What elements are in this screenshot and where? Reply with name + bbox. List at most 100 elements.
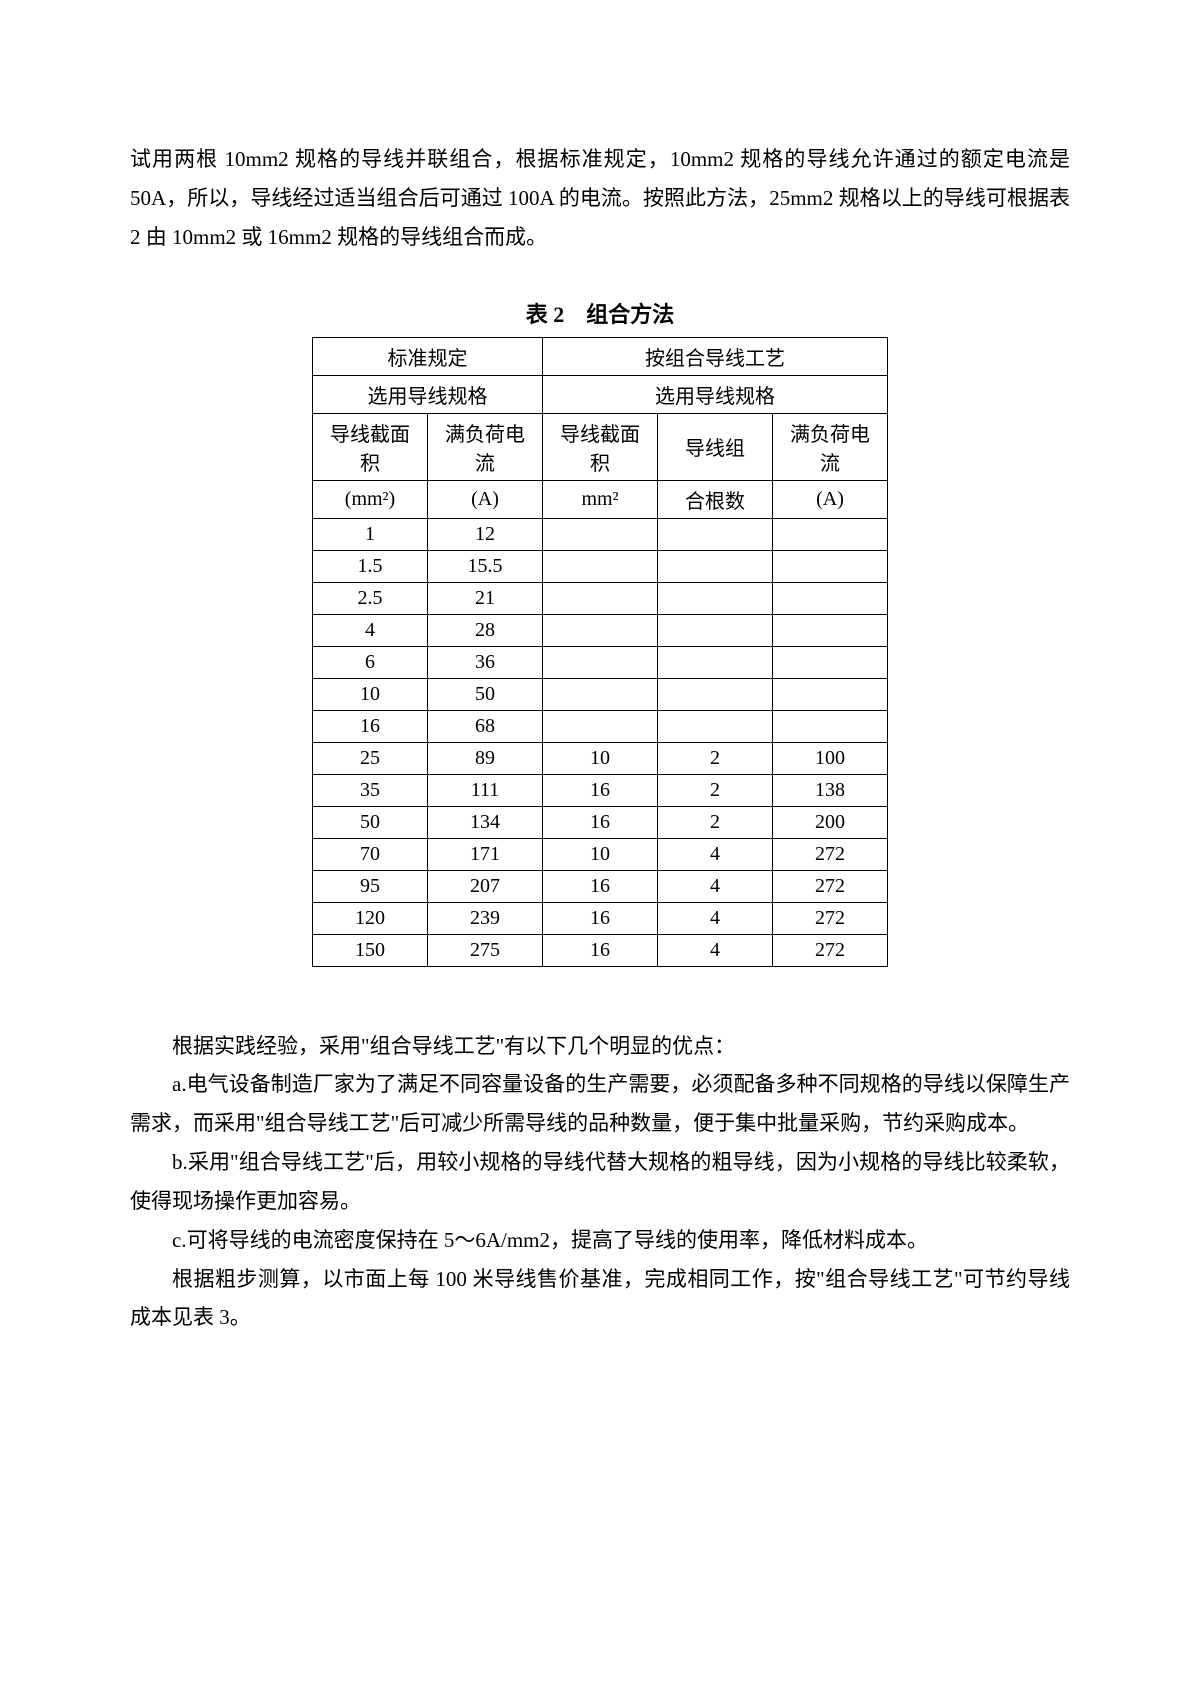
table-cell — [658, 710, 773, 742]
intro-paragraph: 试用两根 10mm2 规格的导线并联组合，根据标准规定，10mm2 规格的导线允… — [130, 140, 1070, 257]
table-cell: 89 — [428, 742, 543, 774]
table-cell: 10 — [543, 742, 658, 774]
table-title: 表 2 组合方法 — [130, 297, 1070, 329]
table-cell: 275 — [428, 934, 543, 966]
table-cell: 36 — [428, 646, 543, 678]
advantages-block: 根据实践经验，采用"组合导线工艺"有以下几个明显的优点： a.电气设备制造厂家为… — [130, 1027, 1070, 1338]
table-cell: 207 — [428, 870, 543, 902]
table-cell: 4 — [658, 934, 773, 966]
comb-group-top: 按组合导线工艺 — [543, 337, 888, 375]
table-cell: 12 — [428, 518, 543, 550]
table-cell: 120 — [313, 902, 428, 934]
table-cell — [773, 582, 888, 614]
table-cell — [773, 678, 888, 710]
table-cell: 6 — [313, 646, 428, 678]
table-cell: 35 — [313, 774, 428, 806]
table-cell: 2 — [658, 774, 773, 806]
advantage-final: 根据粗步测算，以市面上每 100 米导线售价基准，完成相同工作，按"组合导线工艺… — [130, 1260, 1070, 1338]
table-cell: 150 — [313, 934, 428, 966]
table-cell — [658, 678, 773, 710]
table-row: 50134162200 — [313, 806, 888, 838]
table-cell: 239 — [428, 902, 543, 934]
table-cell — [658, 582, 773, 614]
table-cell — [773, 550, 888, 582]
col4-unit: 合根数 — [658, 480, 773, 518]
advantage-c: c.可将导线的电流密度保持在 5～6A/mm2，提高了导线的使用率，降低材料成本… — [130, 1221, 1070, 1260]
table-cell: 1 — [313, 518, 428, 550]
table-cell: 21 — [428, 582, 543, 614]
table-cell: 171 — [428, 838, 543, 870]
std-group-sub: 选用导线规格 — [313, 375, 543, 413]
advantage-a: a.电气设备制造厂家为了满足不同容量设备的生产需要，必须配备多种不同规格的导线以… — [130, 1065, 1070, 1143]
table-row: 112 — [313, 518, 888, 550]
table-cell — [543, 646, 658, 678]
table-cell: 16 — [543, 806, 658, 838]
table-cell — [773, 646, 888, 678]
document-page: 试用两根 10mm2 规格的导线并联组合，根据标准规定，10mm2 规格的导线允… — [0, 0, 1200, 1437]
table-cell — [773, 518, 888, 550]
table-row: 70171104272 — [313, 838, 888, 870]
table-row: 150275164272 — [313, 934, 888, 966]
table-row: 1050 — [313, 678, 888, 710]
table-body: 1121.515.52.5214286361050166825891021003… — [313, 518, 888, 966]
table-row: 120239164272 — [313, 902, 888, 934]
advantages-lead: 根据实践经验，采用"组合导线工艺"有以下几个明显的优点： — [130, 1027, 1070, 1066]
table-cell: 16 — [543, 934, 658, 966]
table-row: 428 — [313, 614, 888, 646]
col1-top: 导线截面积 — [313, 413, 428, 480]
table-cell — [658, 550, 773, 582]
table-row: 1.515.5 — [313, 550, 888, 582]
table-cell: 272 — [773, 902, 888, 934]
table-cell: 134 — [428, 806, 543, 838]
table-row: 1668 — [313, 710, 888, 742]
table-cell: 16 — [543, 902, 658, 934]
table-cell — [543, 518, 658, 550]
table-cell: 4 — [658, 870, 773, 902]
std-group-top: 标准规定 — [313, 337, 543, 375]
table-cell: 15.5 — [428, 550, 543, 582]
table-cell: 4 — [313, 614, 428, 646]
table-row: 2.521 — [313, 582, 888, 614]
table-header: 标准规定 按组合导线工艺 选用导线规格 选用导线规格 导线截面积 满负荷电流 导… — [313, 337, 888, 518]
combination-table: 标准规定 按组合导线工艺 选用导线规格 选用导线规格 导线截面积 满负荷电流 导… — [312, 337, 888, 967]
table-cell: 16 — [313, 710, 428, 742]
table-cell: 272 — [773, 870, 888, 902]
col3-unit: mm² — [543, 480, 658, 518]
header-row-4: (mm²) (A) mm² 合根数 (A) — [313, 480, 888, 518]
table-row: 35111162138 — [313, 774, 888, 806]
table-cell: 1.5 — [313, 550, 428, 582]
table-cell — [543, 550, 658, 582]
table-row: 95207164272 — [313, 870, 888, 902]
table-cell: 10 — [543, 838, 658, 870]
table-cell — [543, 710, 658, 742]
table-cell: 2 — [658, 806, 773, 838]
table-cell: 4 — [658, 838, 773, 870]
table-cell — [658, 518, 773, 550]
header-row-3: 导线截面积 满负荷电流 导线截面积 导线组 满负荷电流 — [313, 413, 888, 480]
table-cell — [543, 614, 658, 646]
table-row: 2589102100 — [313, 742, 888, 774]
header-row-2: 选用导线规格 选用导线规格 — [313, 375, 888, 413]
table-cell: 2.5 — [313, 582, 428, 614]
table-cell: 25 — [313, 742, 428, 774]
table-cell: 16 — [543, 774, 658, 806]
table-cell: 138 — [773, 774, 888, 806]
table-cell — [543, 582, 658, 614]
col5-unit: (A) — [773, 480, 888, 518]
advantage-b: b.采用"组合导线工艺"后，用较小规格的导线代替大规格的粗导线，因为小规格的导线… — [130, 1143, 1070, 1221]
table-cell: 50 — [428, 678, 543, 710]
table-cell — [658, 614, 773, 646]
table-cell: 111 — [428, 774, 543, 806]
table-row: 636 — [313, 646, 888, 678]
col1-unit: (mm²) — [313, 480, 428, 518]
comb-group-sub: 选用导线规格 — [543, 375, 888, 413]
table-cell: 68 — [428, 710, 543, 742]
header-row-1: 标准规定 按组合导线工艺 — [313, 337, 888, 375]
col4-top: 导线组 — [658, 413, 773, 480]
table-cell: 100 — [773, 742, 888, 774]
table-cell: 95 — [313, 870, 428, 902]
table-cell: 16 — [543, 870, 658, 902]
col2-top: 满负荷电流 — [428, 413, 543, 480]
table-cell: 272 — [773, 838, 888, 870]
table-cell — [773, 710, 888, 742]
